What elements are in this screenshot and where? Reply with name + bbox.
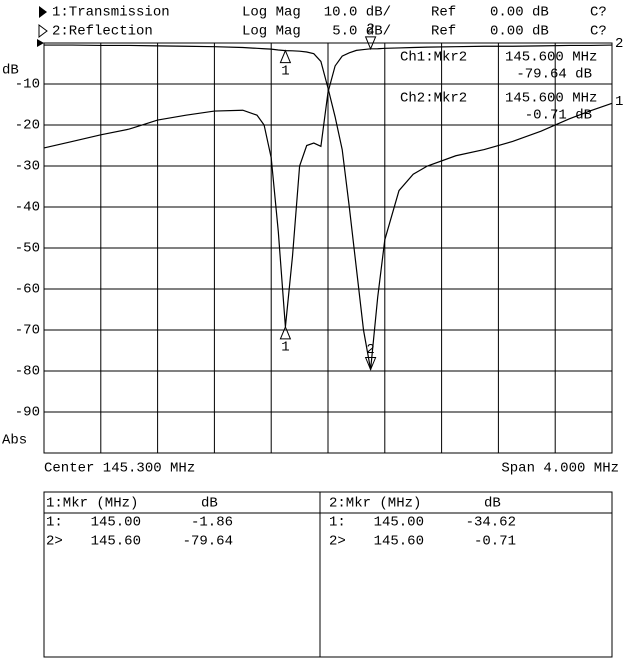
ref-label: Ref: [431, 5, 456, 21]
ref-label: Ref: [431, 24, 456, 40]
y-tick-label: -40: [15, 200, 40, 216]
scale: 10.0 dB/: [324, 5, 391, 21]
table-cell: -34.62: [466, 515, 516, 531]
table-cell: 145.60: [374, 534, 424, 550]
y-tick-label: -30: [15, 159, 40, 175]
ref-indicator: [37, 39, 44, 47]
channel-indicator: [38, 24, 48, 38]
y-tick-label: -60: [15, 282, 40, 298]
status: C?: [590, 24, 607, 40]
table-cell: -1.86: [191, 515, 233, 531]
y-tick-label: -50: [15, 241, 40, 257]
marker: [279, 49, 292, 64]
y-tick-label: -20: [15, 118, 40, 134]
y-bottom-label: Abs: [2, 433, 27, 449]
table-cell: 2>: [329, 534, 346, 550]
ref-value: 0.00 dB: [490, 5, 549, 21]
y-tick-label: -70: [15, 323, 40, 339]
marker: [364, 357, 377, 371]
channel-indicator: [39, 6, 47, 18]
y-unit-label: dB: [2, 63, 19, 79]
y-tick-label: -10: [15, 77, 40, 93]
marker-label: 1: [281, 340, 289, 356]
span-label: Span 4.000 MHz: [501, 461, 619, 477]
table-cell: 1:: [329, 515, 346, 531]
marker-label: 1: [281, 63, 289, 79]
marker: [364, 36, 377, 51]
readout-value: -79.64 dB: [516, 67, 592, 83]
trace: [44, 44, 613, 370]
table-unit: dB: [484, 496, 501, 512]
format: Log Mag: [242, 5, 301, 21]
channel-name: 1:Transmission: [52, 5, 170, 21]
table-cell: 145.60: [91, 534, 141, 550]
y-tick-label: -90: [15, 405, 40, 421]
table-title: 2:Mkr (MHz): [329, 496, 421, 512]
marker: [279, 325, 292, 340]
scale: 5.0 dB/: [332, 24, 391, 40]
trace: [43, 44, 613, 327]
readout-freq: 145.600 MHz: [505, 91, 597, 107]
readout-channel: Ch2:Mkr2: [400, 91, 467, 107]
marker-label: 2: [366, 22, 374, 38]
trace-label: 2: [615, 36, 623, 52]
table-cell: 2>: [46, 534, 63, 550]
readout-freq: 145.600 MHz: [505, 50, 597, 66]
channel-name: 2:Reflection: [52, 24, 153, 40]
table-cell: 145.00: [374, 515, 424, 531]
trace-label: 1: [615, 94, 623, 110]
marker-label: 2: [366, 342, 374, 358]
readout-channel: Ch1:Mkr2: [400, 50, 467, 66]
readout-value: -0.71 dB: [525, 108, 592, 124]
status: C?: [590, 5, 607, 21]
format: Log Mag: [242, 24, 301, 40]
table-title: 1:Mkr (MHz): [46, 496, 138, 512]
table-cell: -0.71: [474, 534, 516, 550]
table-cell: 1:: [46, 515, 63, 531]
table-cell: -79.64: [183, 534, 233, 550]
table-unit: dB: [201, 496, 218, 512]
table-cell: 145.00: [91, 515, 141, 531]
marker-table-frame: [43, 491, 613, 658]
y-tick-label: -80: [15, 364, 40, 380]
ref-value: 0.00 dB: [490, 24, 549, 40]
center-label: Center 145.300 MHz: [44, 461, 195, 477]
